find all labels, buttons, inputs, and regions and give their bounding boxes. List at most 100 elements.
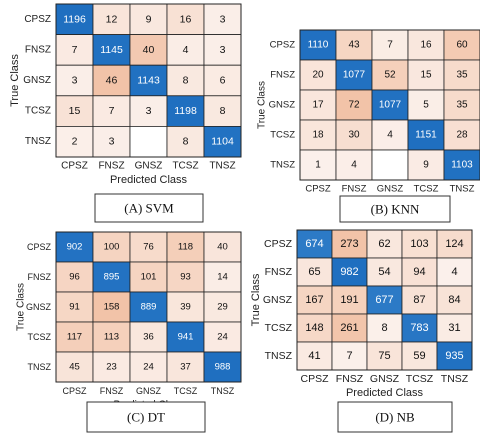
- y-tick-label: CPSZ: [24, 14, 51, 25]
- cell-value: 103: [410, 238, 428, 250]
- matrix-cell: [372, 150, 408, 180]
- cell-value: 75: [378, 350, 390, 362]
- cell-value: 100: [104, 242, 120, 253]
- cell-value: 1145: [100, 44, 123, 56]
- x-tick-label: FNSZ: [336, 373, 364, 385]
- cell-value: 9: [146, 13, 152, 25]
- cell-value: 1151: [415, 130, 437, 141]
- y-tick-label: TNSZ: [25, 136, 51, 147]
- cell-value: 988: [215, 362, 231, 373]
- cell-value: 24: [217, 332, 228, 343]
- x-axis-label: Predicted Class: [110, 174, 188, 186]
- cell-value: 91: [69, 302, 80, 313]
- cell-value: 1110: [308, 40, 329, 51]
- cell-value: 45: [69, 362, 80, 373]
- cell-value: 273: [340, 238, 358, 250]
- x-tick-label: CPSZ: [61, 161, 88, 172]
- cell-value: 20: [312, 70, 324, 81]
- subfigure-caption-1: (B) KNN: [340, 196, 450, 222]
- cell-value: 39: [180, 302, 191, 313]
- cell-value: 1077: [343, 70, 366, 81]
- x-tick-label: TCSZ: [172, 161, 198, 172]
- cell-value: 12: [106, 13, 118, 25]
- x-tick-label: TNSZ: [441, 373, 469, 385]
- y-axis-label: True Class: [257, 81, 268, 129]
- cell-value: 54: [378, 266, 390, 278]
- cell-value: 1198: [174, 105, 197, 117]
- y-tick-label: FNSZ: [270, 70, 295, 81]
- y-axis-label: True Class: [9, 54, 21, 107]
- cell-value: 101: [141, 272, 157, 283]
- cell-value: 2: [72, 136, 78, 148]
- x-tick-label: TCSZ: [414, 184, 439, 195]
- y-tick-label: GNSZ: [26, 302, 52, 312]
- cell-value: 35: [456, 70, 468, 81]
- cell-value: 3: [146, 105, 152, 117]
- y-tick-label: FNSZ: [265, 266, 293, 278]
- cell-value: 17: [312, 100, 324, 111]
- cell-value: 40: [143, 44, 155, 56]
- cell-value: 18: [312, 130, 324, 141]
- y-axis-label: True Class: [250, 273, 262, 326]
- x-tick-label: GNSZ: [377, 184, 404, 195]
- cell-value: 29: [217, 302, 228, 313]
- cell-value: 191: [340, 294, 358, 306]
- cell-value: 16: [420, 40, 432, 51]
- cell-value: 3: [72, 75, 78, 87]
- x-tick-label: CPSZ: [62, 386, 87, 396]
- y-tick-label: TCSZ: [270, 130, 295, 141]
- cell-value: 124: [445, 238, 463, 250]
- matrix-cell: [130, 126, 167, 157]
- cell-value: 1143: [137, 75, 160, 87]
- cell-value: 16: [180, 13, 192, 25]
- y-tick-label: CPSZ: [270, 40, 296, 51]
- cell-value: 87: [413, 294, 425, 306]
- cell-value: 8: [220, 105, 226, 117]
- y-tick-label: CPSZ: [27, 242, 52, 252]
- cell-value: 4: [451, 266, 457, 278]
- cell-value: 62: [378, 238, 390, 250]
- y-tick-label: GNSZ: [263, 294, 293, 306]
- x-tick-label: GNSZ: [370, 373, 400, 385]
- cell-value: 117: [67, 332, 82, 343]
- caption-text: (A) SVM: [124, 201, 174, 216]
- cell-value: 889: [141, 302, 157, 313]
- cell-value: 41: [308, 350, 320, 362]
- x-tick-label: CPSZ: [300, 373, 329, 385]
- x-tick-label: GNSZ: [135, 161, 163, 172]
- cell-value: 148: [305, 322, 323, 334]
- cell-value: 5: [423, 100, 429, 111]
- cell-value: 14: [217, 272, 228, 283]
- cell-value: 46: [106, 75, 118, 87]
- cell-value: 30: [348, 130, 360, 141]
- cell-value: 23: [106, 362, 117, 373]
- x-tick-label: FNSZ: [100, 386, 124, 396]
- cell-value: 4: [351, 160, 357, 171]
- y-tick-label: TNSZ: [265, 350, 293, 362]
- cell-value: 93: [180, 272, 191, 283]
- cell-value: 3: [220, 13, 226, 25]
- cell-value: 7: [387, 40, 393, 51]
- cell-value: 15: [420, 70, 432, 81]
- cell-value: 902: [67, 242, 83, 253]
- cell-value: 76: [143, 242, 154, 253]
- cell-value: 7: [109, 105, 115, 117]
- cell-value: 59: [413, 350, 425, 362]
- x-tick-label: TNSZ: [450, 184, 475, 195]
- y-tick-label: TCSZ: [28, 332, 52, 342]
- cell-value: 1: [315, 160, 321, 171]
- cell-value: 1104: [211, 136, 234, 148]
- cell-value: 677: [375, 294, 393, 306]
- cell-value: 4: [387, 130, 393, 141]
- cell-value: 8: [381, 322, 387, 334]
- y-axis-label: True Class: [16, 283, 27, 331]
- y-tick-label: TCSZ: [25, 106, 51, 117]
- cell-value: 72: [348, 100, 360, 111]
- cell-value: 674: [305, 238, 323, 250]
- cell-value: 84: [448, 294, 460, 306]
- cell-value: 895: [104, 272, 120, 283]
